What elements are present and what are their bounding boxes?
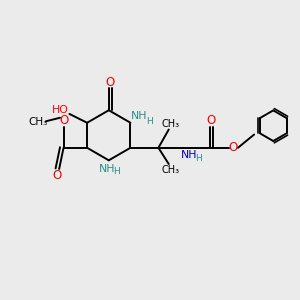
Text: O: O — [228, 141, 238, 154]
Text: CH₃: CH₃ — [28, 118, 47, 128]
Text: HO: HO — [52, 105, 68, 116]
Text: NH: NH — [181, 150, 197, 160]
Text: O: O — [52, 169, 62, 182]
Text: CH₃: CH₃ — [162, 165, 180, 175]
Text: O: O — [59, 114, 68, 127]
Text: NH: NH — [99, 164, 116, 173]
Text: H: H — [195, 154, 202, 163]
Text: CH₃: CH₃ — [162, 118, 180, 129]
Text: H: H — [113, 167, 119, 176]
Text: H: H — [146, 117, 152, 126]
Text: NH: NH — [131, 111, 148, 121]
Text: O: O — [207, 114, 216, 127]
Text: O: O — [106, 76, 115, 89]
